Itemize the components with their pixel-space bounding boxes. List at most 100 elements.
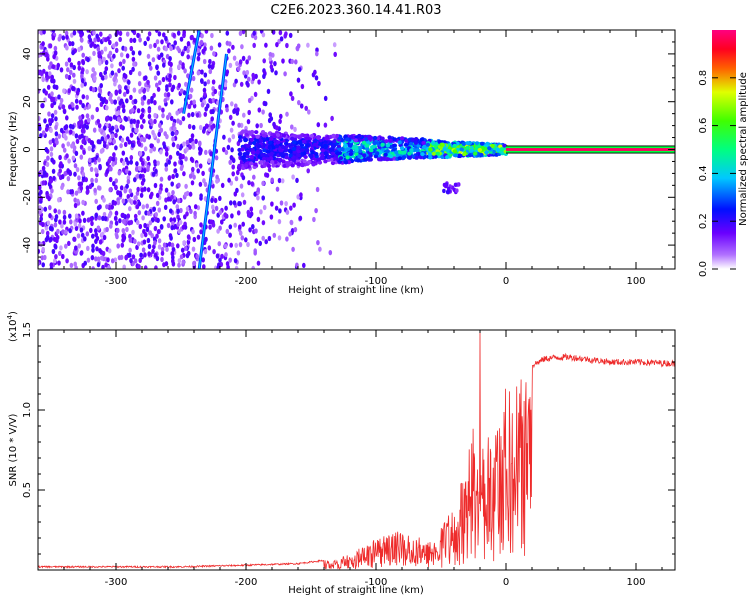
heatmap-cell bbox=[207, 245, 212, 251]
heatmap-cell bbox=[61, 104, 66, 110]
heatmap-cell bbox=[79, 227, 84, 233]
heatmap-cell bbox=[274, 144, 280, 149]
heatmap-cell bbox=[168, 56, 172, 62]
heatmap-cell bbox=[269, 116, 274, 122]
heatmap-cell bbox=[331, 133, 336, 138]
heatmap-cell bbox=[100, 75, 105, 81]
heatmap-cell bbox=[395, 153, 401, 158]
heatmap-cell bbox=[180, 247, 185, 253]
heatmap-cell bbox=[226, 144, 231, 150]
heatmap-cell bbox=[330, 151, 335, 156]
heatmap-cell bbox=[74, 225, 79, 231]
heatmap-cell bbox=[173, 161, 177, 167]
heatmap-cell bbox=[39, 216, 43, 222]
heatmap-cell bbox=[54, 254, 58, 260]
heatmap-cell bbox=[102, 197, 106, 203]
heatmap-cell bbox=[196, 168, 200, 174]
heatmap-cell bbox=[177, 182, 181, 188]
heatmap-cell bbox=[215, 178, 219, 184]
heatmap-cell bbox=[262, 58, 267, 64]
heatmap-cell bbox=[121, 65, 125, 71]
heatmap-cell bbox=[71, 124, 75, 130]
heatmap-cell bbox=[232, 200, 237, 206]
heatmap-cell bbox=[445, 189, 450, 195]
heatmap-cell bbox=[191, 246, 196, 252]
heatmap-cell bbox=[73, 197, 77, 203]
heatmap-cell bbox=[59, 97, 64, 104]
heatmap-cell bbox=[40, 103, 44, 109]
heatmap-cell bbox=[141, 247, 146, 253]
heatmap-cell bbox=[256, 195, 260, 201]
heatmap-cell bbox=[121, 160, 126, 166]
heatmap-cell bbox=[261, 109, 265, 115]
heatmap-cell bbox=[133, 177, 137, 183]
heatmap-cell bbox=[85, 189, 90, 195]
heatmap-cell bbox=[270, 201, 274, 207]
heatmap-cell bbox=[502, 143, 507, 148]
heatmap-cell bbox=[280, 145, 286, 150]
heatmap-cell bbox=[231, 171, 235, 177]
heatmap-cell bbox=[60, 223, 64, 229]
heatmap-cell bbox=[137, 141, 142, 147]
spectrogram-heatmap bbox=[38, 30, 675, 269]
heatmap-cell bbox=[201, 257, 205, 263]
heatmap-cell bbox=[444, 183, 448, 189]
heatmap-cell bbox=[39, 195, 43, 201]
heatmap-cell bbox=[304, 105, 309, 111]
heatmap-cell bbox=[267, 235, 272, 242]
heatmap-cell bbox=[266, 88, 271, 94]
heatmap-cell bbox=[171, 246, 176, 252]
heatmap-cell bbox=[186, 48, 190, 54]
heatmap-cell bbox=[169, 61, 173, 67]
heatmap-cell bbox=[182, 171, 186, 177]
heatmap-cell bbox=[121, 212, 125, 218]
heatmap-cell bbox=[384, 139, 389, 144]
heatmap-cell bbox=[242, 70, 246, 76]
heatmap-cell bbox=[192, 37, 197, 43]
heatmap-cell bbox=[86, 117, 91, 123]
heatmap-cell bbox=[98, 88, 103, 94]
heatmap-cell bbox=[251, 134, 256, 139]
heatmap-cell bbox=[60, 174, 65, 180]
heatmap-cell bbox=[46, 84, 51, 90]
heatmap-cell bbox=[236, 210, 241, 216]
heatmap-cell bbox=[186, 250, 191, 256]
heatmap-cell bbox=[275, 125, 279, 131]
heatmap-cell bbox=[229, 155, 234, 161]
heatmap-cell bbox=[224, 71, 229, 77]
heatmap-cell bbox=[75, 104, 79, 110]
heatmap-cell bbox=[70, 143, 74, 149]
heatmap-cell bbox=[59, 127, 64, 133]
heatmap-cell bbox=[88, 157, 92, 163]
heatmap-cell bbox=[380, 142, 385, 147]
heatmap-cell bbox=[126, 178, 131, 185]
heatmap-cell bbox=[90, 114, 95, 120]
heatmap-cell bbox=[83, 81, 87, 87]
heatmap-cell bbox=[62, 209, 67, 215]
heatmap-cell bbox=[80, 37, 84, 43]
heatmap-cell bbox=[300, 148, 305, 153]
heatmap-cell bbox=[64, 30, 69, 36]
heatmap-cell bbox=[453, 153, 458, 158]
heatmap-cell bbox=[461, 141, 467, 146]
y-tick-label: 1.0 bbox=[22, 402, 33, 418]
heatmap-cell bbox=[192, 260, 196, 267]
heatmap-cell bbox=[91, 247, 95, 253]
heatmap-cell bbox=[189, 87, 194, 93]
heatmap-cell bbox=[331, 144, 336, 149]
heatmap-cell bbox=[153, 112, 157, 119]
heatmap-cell bbox=[298, 140, 303, 145]
heatmap-cell bbox=[189, 208, 193, 214]
heatmap-cell bbox=[96, 205, 101, 211]
heatmap-cell bbox=[292, 202, 296, 208]
heatmap-cell bbox=[258, 240, 263, 246]
heatmap-cell bbox=[265, 172, 270, 178]
heatmap-cell bbox=[249, 206, 254, 212]
heatmap-cell bbox=[233, 222, 237, 228]
heatmap-cell bbox=[198, 163, 203, 169]
heatmap-cell bbox=[236, 250, 241, 256]
heatmap-cell bbox=[409, 148, 414, 153]
heatmap-cell bbox=[65, 34, 69, 40]
heatmap-cell bbox=[163, 98, 168, 104]
heatmap-cell bbox=[254, 238, 259, 244]
